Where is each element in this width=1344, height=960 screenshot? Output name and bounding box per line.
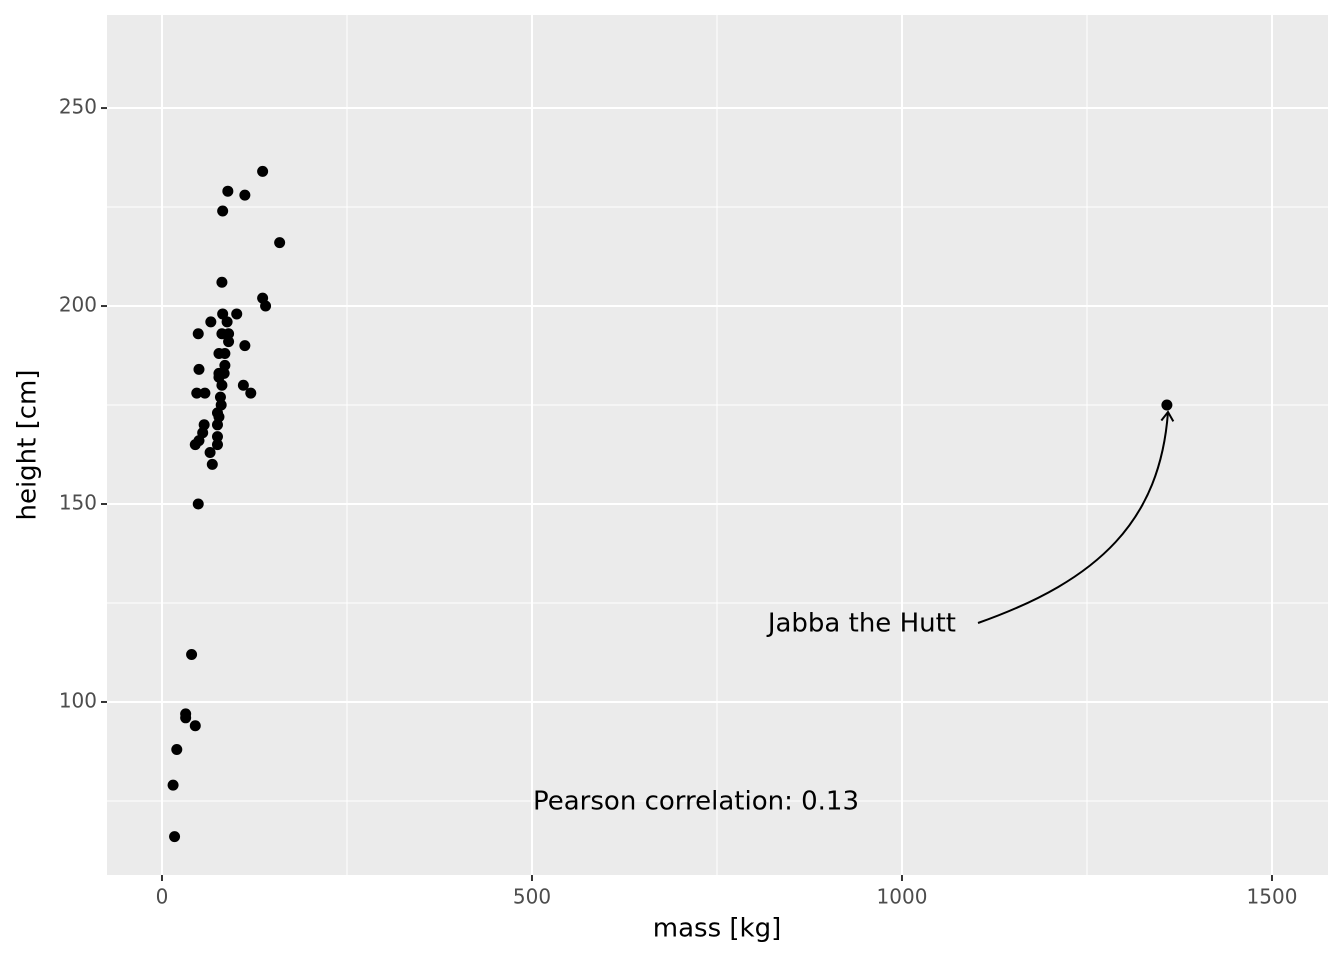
point [189, 720, 201, 732]
point [206, 458, 218, 470]
point [257, 165, 269, 177]
annotation-arrow [977, 410, 1175, 624]
panel [107, 15, 1328, 875]
point [192, 498, 204, 510]
point [193, 363, 205, 375]
point [192, 328, 204, 340]
y-tick-label: 200 [59, 293, 97, 317]
point [191, 387, 203, 399]
point [171, 743, 183, 755]
point [219, 348, 231, 360]
annotation: Pearson correlation: 0.13 [533, 787, 859, 817]
point [180, 712, 192, 724]
point [214, 391, 226, 403]
point [216, 276, 228, 288]
x-tick-label: 500 [513, 885, 551, 909]
point [237, 379, 249, 391]
point [217, 205, 229, 217]
point [186, 648, 198, 660]
point [245, 387, 257, 399]
point [223, 328, 235, 340]
point [211, 419, 223, 431]
point [211, 431, 223, 443]
point [222, 185, 234, 197]
y-tick-label: 250 [59, 95, 97, 119]
point [216, 379, 228, 391]
point [1161, 399, 1173, 411]
y-tick-label: 150 [59, 490, 97, 514]
point [221, 316, 233, 328]
point [204, 447, 216, 459]
x-tick-label: 0 [156, 885, 169, 909]
point [193, 435, 205, 447]
point [199, 387, 211, 399]
point [219, 359, 231, 371]
point [169, 831, 181, 843]
point [239, 340, 251, 352]
x-tick-label: 1500 [1247, 885, 1298, 909]
y-axis-title: height [cm] [13, 369, 43, 520]
y-tick-label: 100 [59, 688, 97, 712]
annotation: Jabba the Hutt [766, 609, 956, 639]
point [167, 779, 179, 791]
x-axis-title: mass [kg] [653, 914, 781, 944]
point [239, 189, 251, 201]
point [223, 336, 235, 348]
point [231, 308, 243, 320]
point [211, 439, 223, 451]
point [274, 237, 286, 249]
point [205, 316, 217, 328]
point [260, 300, 272, 312]
x-tick-label: 1000 [877, 885, 928, 909]
